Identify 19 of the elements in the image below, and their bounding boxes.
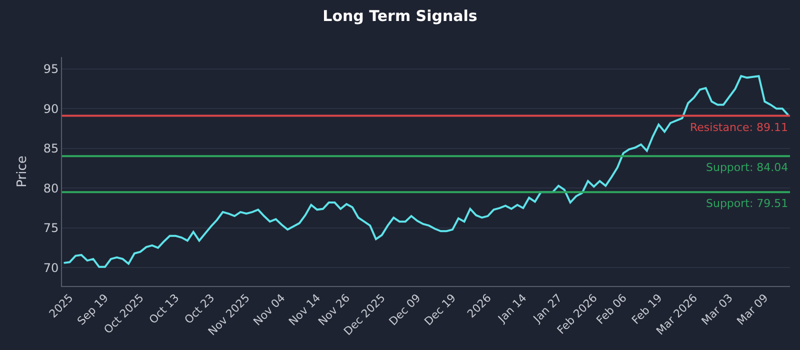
- ref-line-label: Support: 84.04: [706, 161, 788, 174]
- x-tick-label: Dec 09: [386, 292, 424, 328]
- y-axis-title: Price: [15, 156, 30, 188]
- y-tick-label: 70: [43, 260, 59, 275]
- y-tick-label: 85: [43, 142, 59, 156]
- x-tick-label: Mar 09: [734, 292, 771, 328]
- x-tick-label: Jan 14: [494, 292, 530, 326]
- x-tick-label: Dec 19: [422, 292, 459, 328]
- y-tick-label: 95: [43, 62, 59, 76]
- ref-line-label: Resistance: 89.11: [690, 121, 788, 134]
- x-tick-label: Mar 03: [699, 292, 736, 328]
- y-tick-label: 75: [43, 221, 59, 236]
- line-series: [62, 75, 790, 268]
- x-tick-label: Oct 13: [146, 292, 182, 327]
- y-tick-label: 90: [43, 102, 59, 116]
- chart-title: Long Term Signals: [322, 7, 478, 25]
- ref-line-label: Support: 79.51: [706, 197, 788, 210]
- x-tick-label: Nov 04: [250, 292, 288, 328]
- y-tick-label: 80: [43, 181, 59, 196]
